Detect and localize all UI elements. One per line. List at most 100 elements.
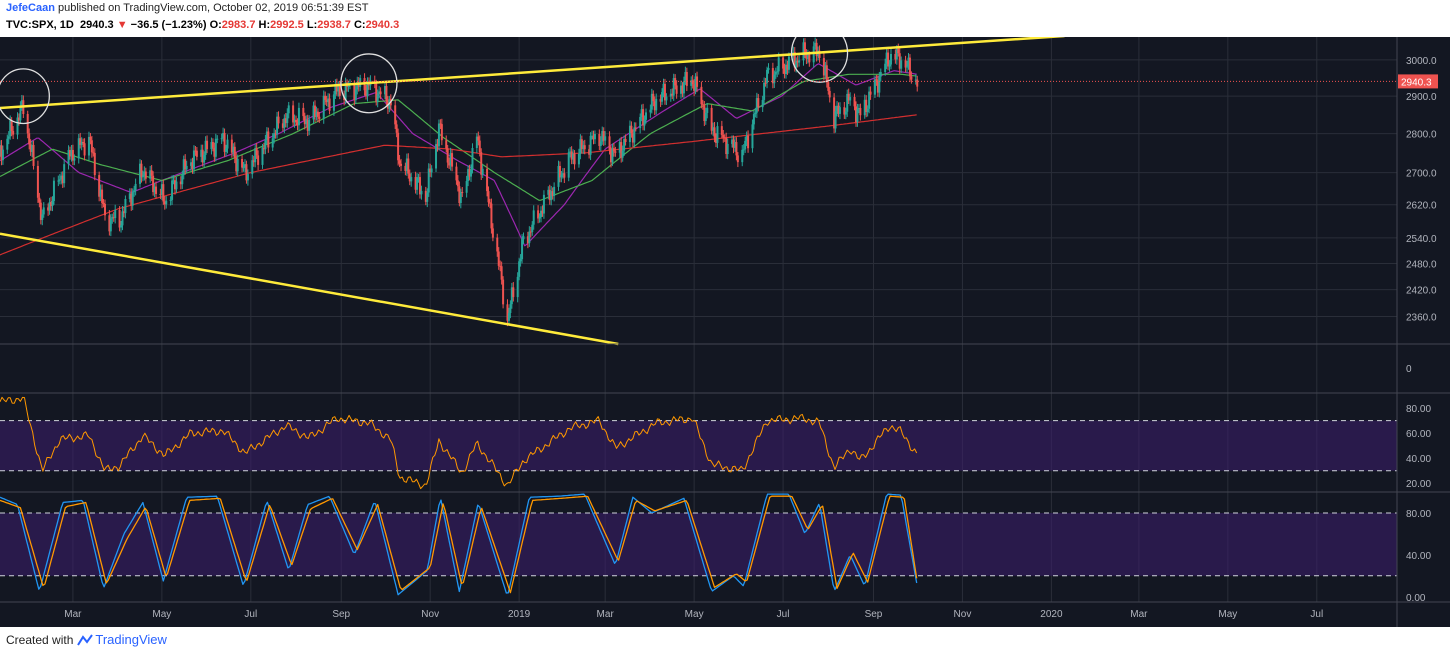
low-value: 2938.7 xyxy=(317,19,351,31)
candle-body xyxy=(669,93,672,97)
candle-body xyxy=(315,111,318,117)
candle-body xyxy=(192,150,195,170)
candle-body xyxy=(439,123,442,125)
candle-body xyxy=(722,134,725,138)
candle-body xyxy=(77,138,80,159)
candle-body xyxy=(458,186,461,203)
last-price-label: 2940.3 xyxy=(1401,77,1432,88)
open-label: O: xyxy=(209,19,222,31)
candle-body xyxy=(267,131,270,148)
candle-body xyxy=(60,175,63,180)
candle-body xyxy=(1,149,4,161)
candle-body xyxy=(459,192,462,203)
candle-body xyxy=(313,105,316,117)
candle-body xyxy=(751,124,754,149)
candle-body xyxy=(822,57,825,76)
candle-body xyxy=(71,149,74,161)
candle-body xyxy=(80,141,83,145)
candle-body xyxy=(732,139,735,148)
candle-body xyxy=(214,138,217,157)
candle-body xyxy=(869,91,872,95)
candle-body xyxy=(653,101,656,111)
candle-body xyxy=(103,203,106,216)
candle-body xyxy=(67,150,70,165)
candle-body xyxy=(200,149,203,157)
candle-body xyxy=(502,279,505,305)
rsi-pane xyxy=(0,396,1397,490)
candle-body xyxy=(567,152,570,178)
trendline xyxy=(0,232,619,346)
candle-body xyxy=(400,163,403,166)
x-tick-label: Mar xyxy=(1130,609,1148,620)
candle-body xyxy=(366,81,369,97)
candle-body xyxy=(885,52,888,64)
candle-body xyxy=(541,210,544,214)
author-name[interactable]: JefeCaan xyxy=(6,2,55,14)
symbol-interval: TVC:SPX, 1D xyxy=(6,19,74,31)
candle-body xyxy=(631,133,634,143)
candle-body xyxy=(265,131,268,141)
rsi-tick-label: 60.00 xyxy=(1406,429,1431,440)
candle-body xyxy=(537,210,540,219)
candle-body xyxy=(465,181,468,193)
price-chart[interactable]: Mar May Jul Sep Nov 2019 Mar May Jul Sep Nov 2020 Ma… xyxy=(0,37,1450,627)
axes: Mar May Jul Sep Nov 2019 Mar May Jul Sep Nov 2020 Ma… xyxy=(0,37,1450,627)
candle-body xyxy=(449,153,452,166)
x-tick-label: May xyxy=(152,609,171,620)
candle-body xyxy=(213,147,216,157)
candle-body xyxy=(865,99,868,112)
candle-body xyxy=(573,153,576,165)
candle-body xyxy=(774,71,777,75)
x-tick-label: Mar xyxy=(597,609,615,620)
candle-body xyxy=(700,86,703,105)
candle-body xyxy=(286,113,289,124)
candle-body xyxy=(690,80,693,86)
candle-body xyxy=(424,190,427,202)
candle-body xyxy=(150,170,153,176)
candle-body xyxy=(165,200,168,205)
candle-body xyxy=(70,149,73,157)
candle-body xyxy=(297,107,300,126)
annotation-circle xyxy=(0,68,50,125)
candle-body xyxy=(143,171,146,176)
candle-body xyxy=(262,147,265,150)
candle-body xyxy=(531,224,534,233)
candle-body xyxy=(440,124,443,141)
candle-body xyxy=(109,218,112,232)
candle-body xyxy=(12,130,15,135)
candle-body xyxy=(512,287,515,298)
candle-body xyxy=(90,140,93,153)
candle-body xyxy=(844,111,847,115)
candle-body xyxy=(696,76,699,87)
candle-body xyxy=(318,116,321,119)
candle-body xyxy=(83,143,86,156)
candle-body xyxy=(306,120,309,131)
candle-body xyxy=(747,135,750,149)
candle-body xyxy=(241,159,244,168)
tradingview-brand[interactable]: TradingView xyxy=(95,632,167,647)
candle-body xyxy=(887,52,890,67)
candle-body xyxy=(284,118,287,124)
stoch-k-line xyxy=(0,493,918,596)
candle-body xyxy=(287,105,290,114)
candle-body xyxy=(577,153,580,165)
candle-body xyxy=(437,123,440,147)
candle-body xyxy=(490,203,493,229)
candle-body xyxy=(693,84,696,91)
candle-body xyxy=(79,138,82,145)
last-price: 2940.3 xyxy=(79,19,114,31)
candle-body xyxy=(220,138,223,140)
candle-body xyxy=(163,201,166,205)
candle-body xyxy=(713,127,716,138)
rsi-tick-label: 40.00 xyxy=(1406,454,1431,465)
candle-body xyxy=(782,57,785,69)
candle-body xyxy=(836,105,839,112)
candle-body xyxy=(593,134,596,140)
candle-body xyxy=(405,158,408,172)
candle-body xyxy=(662,83,665,93)
candle-body xyxy=(733,142,736,148)
candle-body xyxy=(140,163,143,178)
candle-body xyxy=(312,105,315,120)
candle-body xyxy=(61,175,64,184)
rsi-band xyxy=(0,420,1397,471)
